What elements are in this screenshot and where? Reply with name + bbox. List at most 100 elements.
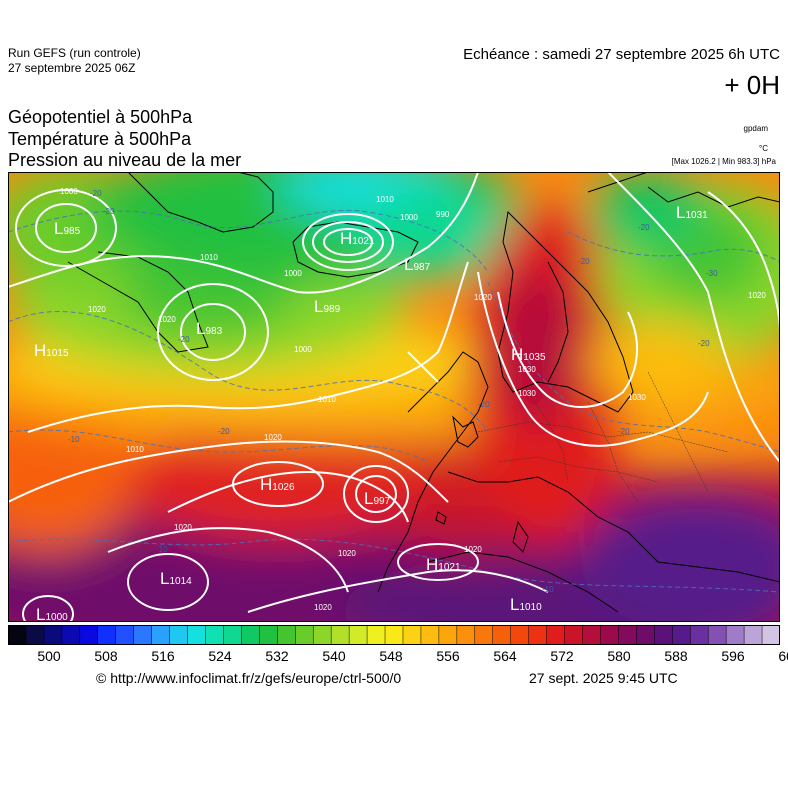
weather-map: 1000 1010 990 1000 1010 1000 1020 1010 1… <box>8 172 780 622</box>
pressure-center-letter: H <box>426 555 438 574</box>
colorbar-ticks: 500 508 516 524 532 540 548 556 564 572 580 588 596 6… <box>8 648 788 666</box>
colorbar-swatch <box>438 625 458 645</box>
temperature-label-group: -20 -20 -20 -20 -30 -20 -20 -20 -10 -10 … <box>68 189 718 594</box>
isotherms <box>8 209 780 593</box>
pressure-center: H1035 <box>511 345 546 364</box>
pressure-center-value: 1031 <box>685 210 708 221</box>
geopotential-field <box>8 172 780 622</box>
lead-time: + 0H <box>724 70 780 100</box>
temperature-label: -10 <box>68 435 80 444</box>
temperature-label: -20 <box>578 257 590 266</box>
colorbar-tick-label: 604 <box>778 648 788 664</box>
colorbar-tick-label: 532 <box>265 648 289 664</box>
isobar-label: 1030 <box>628 393 646 402</box>
pressure-center-letter: L <box>196 319 205 338</box>
pressure-center: L985 <box>54 219 81 238</box>
colorbar-swatch <box>205 625 225 645</box>
temperature-label: -20 <box>90 189 102 198</box>
colorbar-swatch <box>25 625 45 645</box>
pressure-center-letter: L <box>676 203 685 222</box>
colorbar-swatch <box>366 625 386 645</box>
pressure-center: L989 <box>314 297 341 316</box>
colorbar-swatch <box>582 625 602 645</box>
isobars <box>8 172 780 622</box>
isobar-label: 1000 <box>284 269 302 278</box>
isobar-label: 1020 <box>474 293 492 302</box>
isobar-label: 1020 <box>174 523 192 532</box>
colorbar-swatch <box>61 625 81 645</box>
pressure-center-value: 1021 <box>438 562 461 573</box>
temperature-label: -20 <box>618 427 630 436</box>
pressure-center-letter: L <box>510 595 519 614</box>
colorbar-swatch <box>618 625 638 645</box>
isobar-label: 1020 <box>338 549 356 558</box>
colorbar-swatch <box>169 625 189 645</box>
pressure-center: L997 <box>364 489 391 508</box>
unit-temperature: °C <box>759 144 768 153</box>
colorbar-swatch <box>654 625 673 645</box>
temperature-label: -20 <box>698 339 710 348</box>
pressure-center-letter: H <box>340 229 352 248</box>
temperature-label: -20 <box>638 223 650 232</box>
run-date: 27 septembre 2025 06Z <box>8 61 136 75</box>
forecast-time: Echéance : samedi 27 septembre 2025 6h U… <box>463 46 780 63</box>
colorbar-swatch <box>241 625 260 645</box>
isobar-label: 1000 <box>294 345 312 354</box>
colorbar-swatch <box>600 625 620 645</box>
colorbar-tick-label: 596 <box>721 648 745 664</box>
isobar-label: 1020 <box>314 603 332 612</box>
isobar-label: 1020 <box>748 291 766 300</box>
isobar-label: 1030 <box>518 389 536 398</box>
pressure-center: H1026 <box>260 475 295 494</box>
pressure-center-letter: L <box>364 489 373 508</box>
colorbar-swatch <box>330 625 350 645</box>
credit-url: © http://www.infoclimat.fr/z/gefs/europe… <box>96 670 402 686</box>
pressure-center-letter: L <box>404 255 413 274</box>
colorbar-swatch <box>259 625 278 645</box>
pressure-center-value: 987 <box>413 262 430 273</box>
isobar-label: 1010 <box>318 395 336 404</box>
colorbar-tick-label: 572 <box>550 648 574 664</box>
isobar-label: 1010 <box>200 253 218 262</box>
pressure-centers: L985 H1021 L987 L989 L983 H1015 H1035 L1… <box>34 203 708 622</box>
isobar-label: 1010 <box>126 445 144 454</box>
pressure-center-letter: H <box>260 475 272 494</box>
pressure-center-value: 1021 <box>352 236 375 247</box>
isobar-label: 1020 <box>464 545 482 554</box>
pressure-center: L1031 <box>676 203 708 222</box>
colorbar-swatch <box>474 625 494 645</box>
colorbar-swatch <box>8 625 27 645</box>
colorbar-swatch <box>528 625 548 645</box>
temperature-label: -30 <box>706 269 718 278</box>
map-frame <box>8 172 780 622</box>
colorbar-swatch <box>402 625 422 645</box>
pressure-center-letter: L <box>160 569 169 588</box>
temperature-label: -20 <box>178 335 190 344</box>
unit-pressure-range: [Max 1026.2 | Min 983.3] hPa <box>671 157 776 166</box>
pressure-center: L1014 <box>160 569 192 588</box>
temperature-label: -10 <box>156 545 168 554</box>
isobar-label: 1020 <box>264 433 282 442</box>
colorbar <box>8 625 780 645</box>
isobar-label: 1000 <box>60 187 78 196</box>
colorbar-tick-label: 508 <box>94 648 118 664</box>
isobar-label: 1020 <box>158 315 176 324</box>
colorbar-swatch <box>97 625 117 645</box>
colorbar-swatch <box>672 625 691 645</box>
colorbar-swatch <box>743 625 763 645</box>
colorbar-swatch <box>689 625 709 645</box>
credit-date: 27 sept. 2025 9:45 UTC <box>529 670 678 686</box>
colorbar-swatch <box>456 625 476 645</box>
colorbar-swatch <box>707 625 727 645</box>
parameter-geopotential: Géopotentiel à 500hPa <box>8 107 193 127</box>
colorbar-tick-label: 516 <box>151 648 175 664</box>
pressure-center-letter: H <box>34 341 46 360</box>
colorbar-swatch <box>223 625 243 645</box>
colorbar-swatch <box>115 625 135 645</box>
colorbar-swatch <box>492 625 512 645</box>
isobar-label: 1030 <box>518 365 536 374</box>
colorbar-swatch <box>725 625 745 645</box>
colorbar-swatch <box>761 625 780 645</box>
pressure-center-value: 1014 <box>169 576 192 587</box>
colorbar-swatch <box>420 625 440 645</box>
